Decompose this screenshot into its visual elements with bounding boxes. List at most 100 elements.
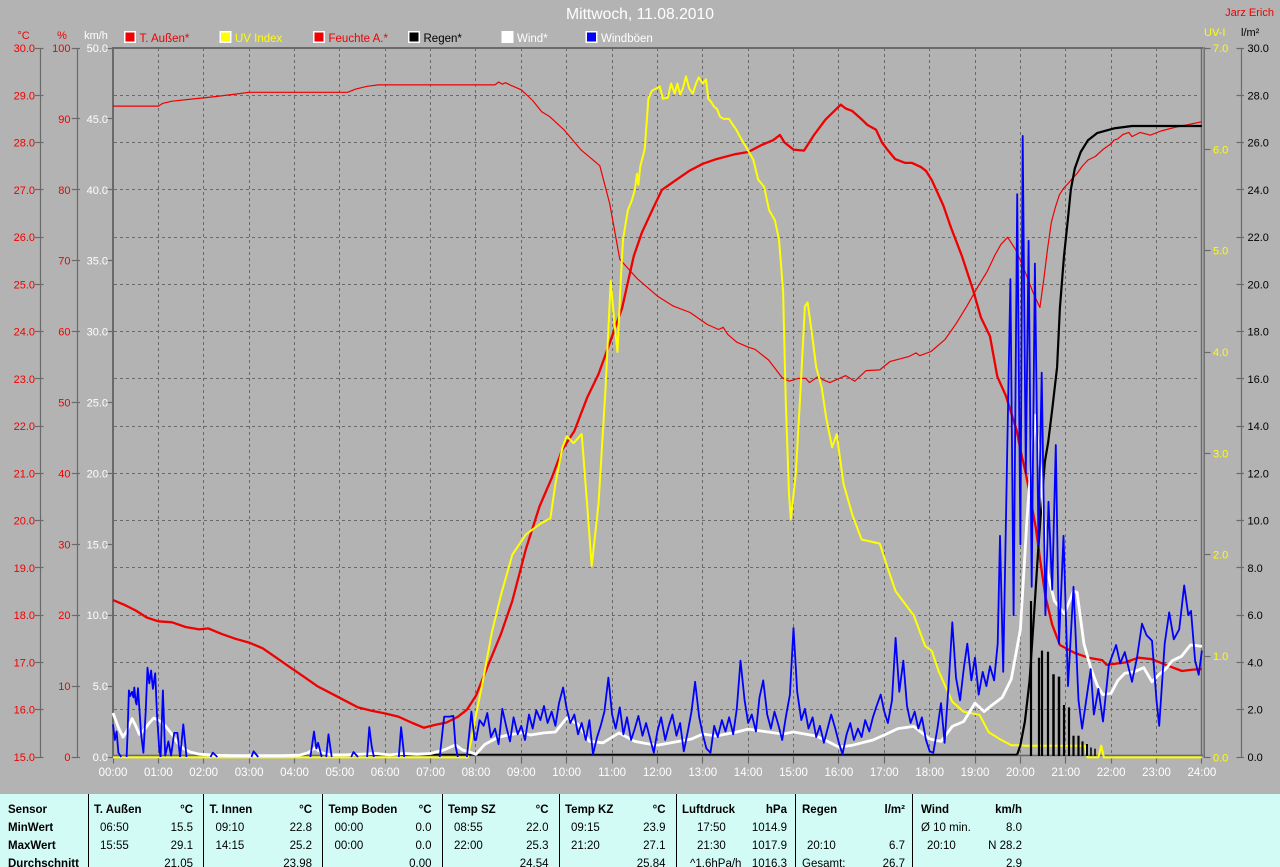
svg-text:T. Außen*: T. Außen* xyxy=(140,33,190,45)
svg-text:09:10: 09:10 xyxy=(216,822,245,834)
svg-text:00:00: 00:00 xyxy=(335,840,364,852)
svg-text:Feuchte A.*: Feuchte A.* xyxy=(329,33,389,45)
svg-text:0.0: 0.0 xyxy=(416,822,432,834)
svg-text:6.7: 6.7 xyxy=(889,840,905,852)
svg-text:Temp Boden: Temp Boden xyxy=(329,804,398,816)
svg-text:Regen*: Regen* xyxy=(424,33,463,45)
svg-text:04:00: 04:00 xyxy=(280,767,309,779)
svg-text:2.9: 2.9 xyxy=(1006,858,1022,867)
svg-text:N 28.2: N 28.2 xyxy=(988,840,1022,852)
svg-text:Regen: Regen xyxy=(802,804,837,816)
svg-text:06:00: 06:00 xyxy=(371,767,400,779)
svg-text:UV-I: UV-I xyxy=(1204,27,1225,39)
svg-text:28.0: 28.0 xyxy=(1248,90,1269,102)
svg-text:09:15: 09:15 xyxy=(571,822,600,834)
svg-text:21:00: 21:00 xyxy=(1051,767,1080,779)
svg-text:T. Außen: T. Außen xyxy=(94,804,142,816)
svg-text:1014.9: 1014.9 xyxy=(752,822,787,834)
svg-text:26.0: 26.0 xyxy=(14,232,35,244)
svg-text:1016.3: 1016.3 xyxy=(752,858,787,867)
svg-text:20:10: 20:10 xyxy=(807,840,836,852)
svg-text:12.0: 12.0 xyxy=(1248,468,1269,480)
svg-text:15.5: 15.5 xyxy=(171,822,193,834)
svg-text:24.54: 24.54 xyxy=(520,858,549,867)
svg-text:14:00: 14:00 xyxy=(734,767,763,779)
svg-text:23.98: 23.98 xyxy=(283,858,312,867)
svg-text:19.0: 19.0 xyxy=(14,563,35,575)
svg-text:29.0: 29.0 xyxy=(14,90,35,102)
svg-text:40: 40 xyxy=(58,468,70,480)
svg-text:18.0: 18.0 xyxy=(14,610,35,622)
svg-text:16.0: 16.0 xyxy=(1248,374,1269,386)
svg-text:6.0: 6.0 xyxy=(1213,144,1228,156)
svg-text:°C: °C xyxy=(299,804,312,816)
svg-text:23.9: 23.9 xyxy=(643,822,665,834)
svg-text:35.0: 35.0 xyxy=(87,256,108,268)
svg-text:20.0: 20.0 xyxy=(14,516,35,528)
svg-text:Gesamt:: Gesamt: xyxy=(802,858,845,867)
svg-text:16.0: 16.0 xyxy=(14,705,35,717)
svg-text:23:00: 23:00 xyxy=(1142,767,1171,779)
svg-text:km/h: km/h xyxy=(84,30,108,42)
svg-text:T. Innen: T. Innen xyxy=(210,804,253,816)
svg-text:15:00: 15:00 xyxy=(779,767,808,779)
svg-text:Luftdruck: Luftdruck xyxy=(682,804,736,816)
svg-text:8.0: 8.0 xyxy=(1006,822,1022,834)
svg-text:16:00: 16:00 xyxy=(825,767,854,779)
svg-text:0.0: 0.0 xyxy=(93,752,108,764)
svg-text:10.0: 10.0 xyxy=(1248,516,1269,528)
svg-text:30.0: 30.0 xyxy=(1248,43,1269,55)
svg-text:1017.9: 1017.9 xyxy=(752,840,787,852)
svg-text:4.0: 4.0 xyxy=(1213,347,1228,359)
svg-text:21.0: 21.0 xyxy=(14,468,35,480)
svg-text:00:00: 00:00 xyxy=(335,822,364,834)
svg-text:18.0: 18.0 xyxy=(1248,327,1269,339)
svg-text:06:50: 06:50 xyxy=(100,822,129,834)
svg-text:29.1: 29.1 xyxy=(171,840,193,852)
svg-text:19:00: 19:00 xyxy=(961,767,990,779)
svg-text:°C: °C xyxy=(17,30,29,42)
svg-text:MinWert: MinWert xyxy=(8,822,53,834)
svg-text:20:10: 20:10 xyxy=(927,840,956,852)
svg-text:22.8: 22.8 xyxy=(290,822,312,834)
svg-text:25.84: 25.84 xyxy=(637,858,666,867)
svg-text:l/m²: l/m² xyxy=(1241,27,1260,39)
svg-text:13:00: 13:00 xyxy=(688,767,717,779)
svg-text:100: 100 xyxy=(52,43,70,55)
svg-text:Mittwoch, 11.08.2010: Mittwoch, 11.08.2010 xyxy=(566,6,714,23)
svg-text:0.0: 0.0 xyxy=(1248,752,1263,764)
svg-text:22.0: 22.0 xyxy=(526,822,548,834)
svg-text:Ø 10 min.: Ø 10 min. xyxy=(921,822,971,834)
svg-text:10.0: 10.0 xyxy=(87,610,108,622)
svg-text:21:30: 21:30 xyxy=(697,840,726,852)
svg-text:22.0: 22.0 xyxy=(14,421,35,433)
svg-text:km/h: km/h xyxy=(995,804,1022,816)
svg-text:17:00: 17:00 xyxy=(870,767,899,779)
svg-text:17.0: 17.0 xyxy=(14,658,35,670)
svg-text:01:00: 01:00 xyxy=(144,767,173,779)
svg-text:22:00: 22:00 xyxy=(1097,767,1126,779)
svg-text:24.0: 24.0 xyxy=(1248,185,1269,197)
svg-text:15:55: 15:55 xyxy=(100,840,129,852)
svg-text:3.0: 3.0 xyxy=(1213,448,1228,460)
svg-text:6.0: 6.0 xyxy=(1248,610,1263,622)
svg-text:5.0: 5.0 xyxy=(93,681,108,693)
svg-text:05:00: 05:00 xyxy=(326,767,355,779)
svg-text:25.0: 25.0 xyxy=(14,279,35,291)
svg-text:28.0: 28.0 xyxy=(14,138,35,150)
svg-text:14:15: 14:15 xyxy=(216,840,245,852)
svg-text:00:00: 00:00 xyxy=(99,767,128,779)
svg-text:5.0: 5.0 xyxy=(1213,246,1228,258)
svg-text:l/m²: l/m² xyxy=(885,804,906,816)
svg-text:80: 80 xyxy=(58,185,70,197)
svg-text:°C: °C xyxy=(180,804,193,816)
svg-text:Temp SZ: Temp SZ xyxy=(448,804,496,816)
svg-text:60: 60 xyxy=(58,327,70,339)
svg-text:UV Index: UV Index xyxy=(235,33,283,45)
svg-text:17:50: 17:50 xyxy=(697,822,726,834)
svg-text:26.7: 26.7 xyxy=(883,858,905,867)
svg-text:27.1: 27.1 xyxy=(643,840,665,852)
svg-text:Temp KZ: Temp KZ xyxy=(565,804,613,816)
svg-text:24:00: 24:00 xyxy=(1188,767,1217,779)
svg-text:20: 20 xyxy=(58,610,70,622)
